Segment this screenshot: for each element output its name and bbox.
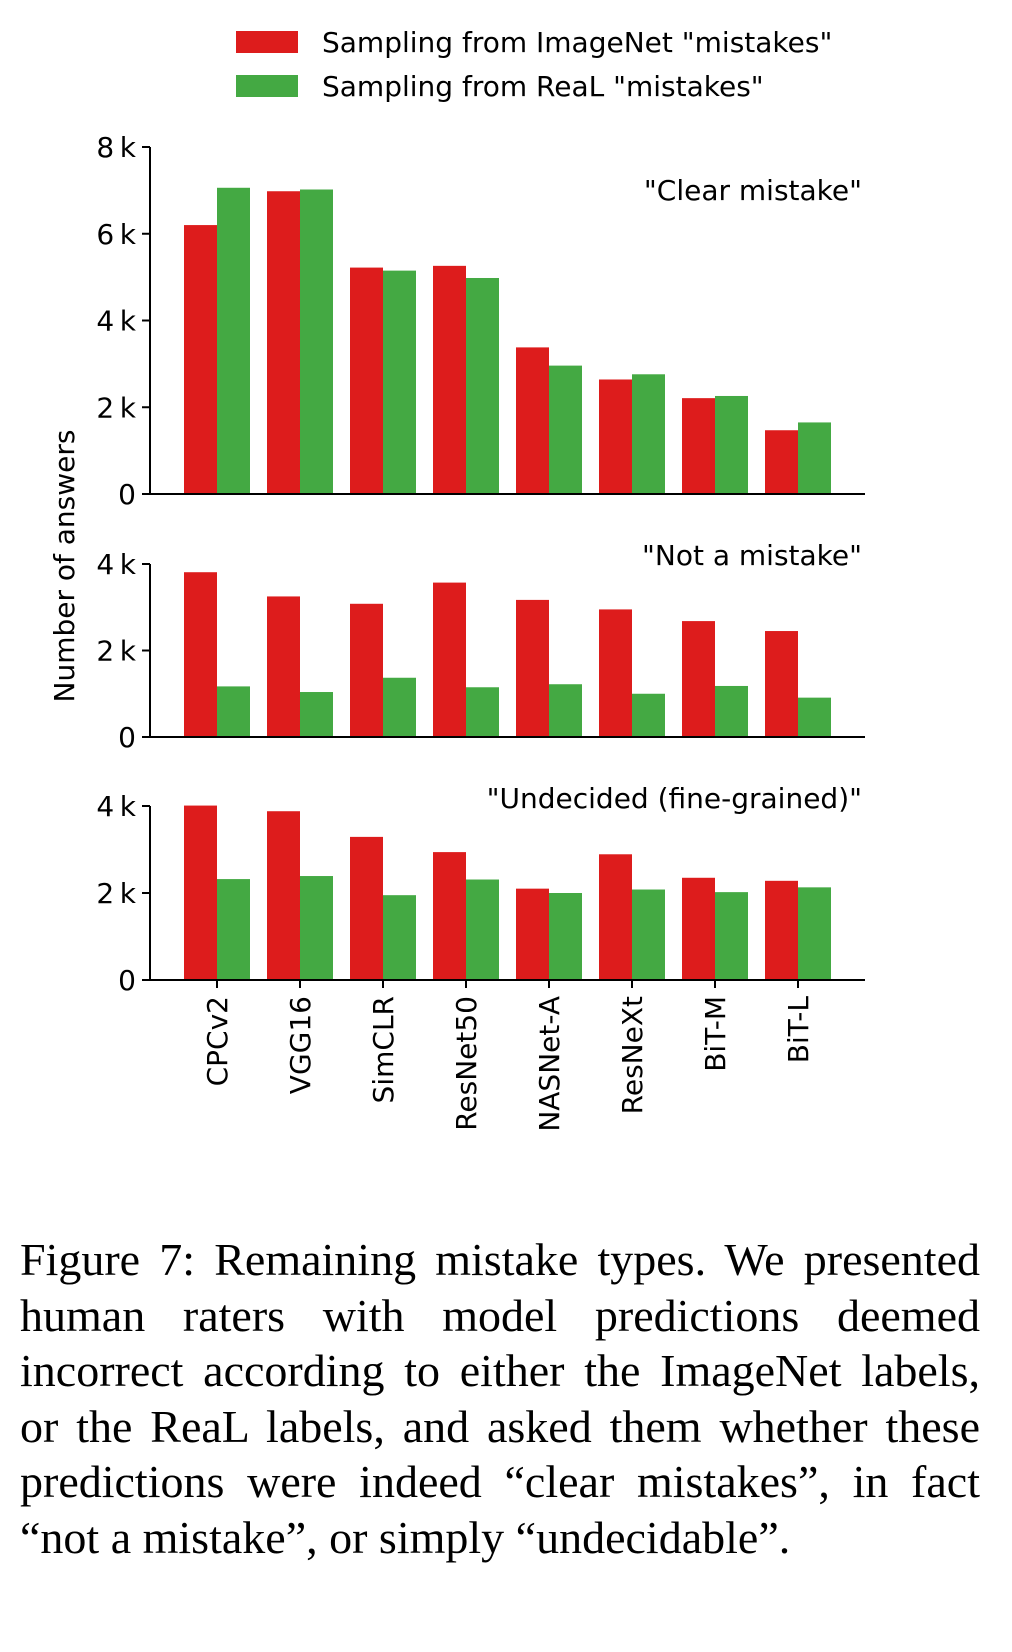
bar-panel1-ResNeXt-series1 <box>632 693 665 737</box>
panel-annotation-2: "Undecided (fine-grained)" <box>487 782 862 815</box>
bar-panel0-NASNet-A-series1 <box>549 365 582 494</box>
bar-panel0-CPCv2-series1 <box>217 187 250 494</box>
y-tick-label-panel0-3: 6 k <box>96 218 136 251</box>
bar-panel0-VGG16-series1 <box>300 189 333 494</box>
bar-panel1-SimCLR-series0 <box>350 603 383 737</box>
bar-panel1-CPCv2-series0 <box>184 572 217 737</box>
bar-panel2-VGG16-series0 <box>267 811 300 980</box>
bar-panel0-BiT-L-series0 <box>765 430 798 494</box>
bar-panel1-VGG16-series0 <box>267 596 300 737</box>
legend-swatch-1 <box>236 75 298 97</box>
bar-panel0-NASNet-A-series0 <box>516 347 549 494</box>
x-tick-label-0: CPCv2 <box>201 996 234 1086</box>
y-tick-label-panel1-1: 2 k <box>96 635 136 668</box>
bar-panel1-CPCv2-series1 <box>217 686 250 737</box>
bar-panel2-ResNet50-series0 <box>433 852 466 980</box>
bar-panel2-VGG16-series1 <box>300 876 333 980</box>
x-tick-label-5: ResNeXt <box>616 996 649 1114</box>
bar-panel2-BiT-M-series1 <box>715 892 748 980</box>
bar-panel1-NASNet-A-series1 <box>549 684 582 737</box>
panel-annotation-1: "Not a mistake" <box>642 539 862 572</box>
bar-panel1-ResNet50-series0 <box>433 582 466 737</box>
bar-panel2-CPCv2-series0 <box>184 805 217 980</box>
bar-panel1-SimCLR-series1 <box>383 677 416 737</box>
y-axis-label: Number of answers <box>48 430 81 703</box>
legend-label-1: Sampling from ReaL "mistakes" <box>322 70 764 103</box>
figure-caption: Figure 7: Remaining mistake types. We pr… <box>20 1234 980 1563</box>
panel-2: 0 2 k 4 k "Undecided (fine-grained)" <box>96 782 865 997</box>
y-tick-label-panel0-2: 4 k <box>96 305 136 338</box>
bar-panel2-ResNet50-series1 <box>466 879 499 980</box>
bar-panel2-NASNet-A-series1 <box>549 893 582 980</box>
bar-panel0-BiT-M-series1 <box>715 395 748 494</box>
bar-panel1-ResNet50-series1 <box>466 687 499 737</box>
bar-panel2-BiT-L-series0 <box>765 880 798 980</box>
x-tick-label-6: BiT-M <box>699 996 732 1072</box>
bar-panel2-SimCLR-series1 <box>383 895 416 980</box>
bar-panel0-CPCv2-series0 <box>184 225 217 494</box>
bar-panel0-SimCLR-series0 <box>350 267 383 494</box>
bar-panel2-ResNeXt-series0 <box>599 854 632 980</box>
x-tick-labels: CPCv2 VGG16 SimCLR ResNet50 NASNet-A ResNeXt B… <box>201 980 815 1132</box>
y-tick-label-panel2-1: 2 k <box>96 877 136 910</box>
x-tick-label-7: BiT-L <box>782 996 815 1064</box>
bar-panel1-ResNeXt-series0 <box>599 609 632 737</box>
y-tick-label-panel1-0: 0 <box>118 721 136 754</box>
bar-panel1-NASNet-A-series0 <box>516 599 549 737</box>
mistake-types-chart: Sampling from ImageNet "mistakes" Samplin… <box>48 26 865 1132</box>
panel-1: 0 2 k 4 k "Not a mistake" <box>96 539 865 754</box>
legend-label-0: Sampling from ImageNet "mistakes" <box>322 26 832 59</box>
bar-panel2-NASNet-A-series0 <box>516 888 549 980</box>
legend-swatch-0 <box>236 31 298 53</box>
bar-panel2-SimCLR-series0 <box>350 836 383 980</box>
y-tick-label-panel0-4: 8 k <box>96 131 136 164</box>
y-tick-label-panel2-0: 0 <box>118 964 136 997</box>
y-tick-label-panel2-2: 4 k <box>96 790 136 823</box>
x-tick-label-1: VGG16 <box>284 996 317 1094</box>
bar-panel1-VGG16-series1 <box>300 692 333 737</box>
bar-panel0-BiT-L-series1 <box>798 422 831 494</box>
bar-panel1-BiT-M-series0 <box>682 621 715 737</box>
y-tick-label-panel1-2: 4 k <box>96 548 136 581</box>
bar-panel0-SimCLR-series1 <box>383 270 416 494</box>
bar-panel0-VGG16-series0 <box>267 191 300 494</box>
x-tick-label-4: NASNet-A <box>533 996 566 1132</box>
panel-0: 0 2 k 4 k 6 k 8 k "Clear mistake" <box>96 131 865 511</box>
x-tick-label-2: SimCLR <box>367 996 400 1103</box>
bar-panel1-BiT-L-series0 <box>765 631 798 737</box>
legend: Sampling from ImageNet "mistakes" Samplin… <box>236 26 832 103</box>
panel-annotation-0: "Clear mistake" <box>644 174 862 207</box>
bar-panel0-ResNeXt-series0 <box>599 379 632 494</box>
bar-panel0-BiT-M-series0 <box>682 398 715 494</box>
bar-panel2-BiT-M-series0 <box>682 877 715 980</box>
bar-panel0-ResNet50-series0 <box>433 265 466 494</box>
bar-panel0-ResNeXt-series1 <box>632 374 665 494</box>
y-tick-label-panel0-0: 0 <box>118 478 136 511</box>
y-tick-label-panel0-1: 2 k <box>96 391 136 424</box>
bar-panel0-ResNet50-series1 <box>466 277 499 494</box>
bar-panel2-CPCv2-series1 <box>217 879 250 980</box>
bar-panel1-BiT-L-series1 <box>798 697 831 737</box>
bar-panel2-ResNeXt-series1 <box>632 889 665 980</box>
bar-panel2-BiT-L-series1 <box>798 887 831 980</box>
x-tick-label-3: ResNet50 <box>450 996 483 1131</box>
chart-panels: 0 2 k 4 k 6 k 8 k "Clear mistake" 0 2 k 4 k "Not … <box>96 131 865 997</box>
bar-panel1-BiT-M-series1 <box>715 685 748 737</box>
